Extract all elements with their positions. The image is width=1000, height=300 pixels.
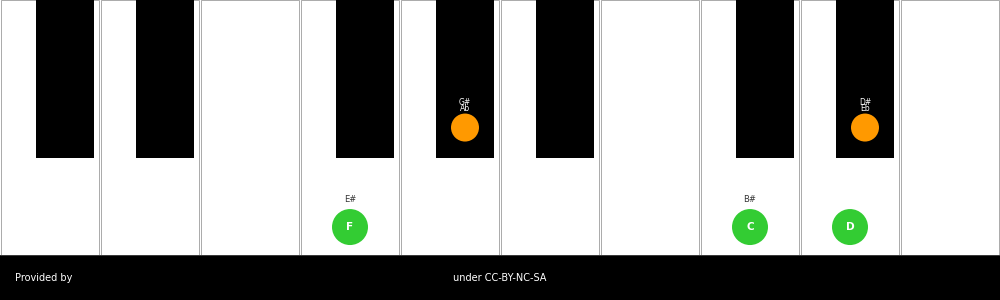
Bar xyxy=(0,0,1000,255)
Bar xyxy=(1,0,99,255)
Bar xyxy=(301,0,399,255)
Bar xyxy=(901,0,999,255)
Text: D#: D# xyxy=(859,98,871,107)
Ellipse shape xyxy=(332,209,368,245)
Text: B#: B# xyxy=(744,195,756,204)
Bar xyxy=(801,0,899,255)
Text: E#: E# xyxy=(344,195,356,204)
Ellipse shape xyxy=(732,209,768,245)
Ellipse shape xyxy=(832,209,868,245)
Text: D: D xyxy=(846,222,854,232)
Text: Eb: Eb xyxy=(860,104,870,113)
Bar xyxy=(601,0,699,255)
Bar xyxy=(136,0,194,158)
Bar xyxy=(101,0,199,255)
Text: G#: G# xyxy=(459,98,471,107)
Bar xyxy=(501,0,599,255)
Bar xyxy=(536,0,594,158)
Ellipse shape xyxy=(851,114,879,142)
Ellipse shape xyxy=(451,114,479,142)
Bar xyxy=(736,0,794,158)
Bar xyxy=(0,255,1000,300)
Text: Ab: Ab xyxy=(460,104,470,113)
Text: C: C xyxy=(746,222,754,232)
Text: under CC-BY-NC-SA: under CC-BY-NC-SA xyxy=(453,273,547,283)
Text: Provided by: Provided by xyxy=(15,273,72,283)
Text: F: F xyxy=(346,222,354,232)
Bar xyxy=(401,0,499,255)
Bar xyxy=(336,0,394,158)
Bar xyxy=(836,0,894,158)
Bar xyxy=(436,0,494,158)
Bar xyxy=(36,0,94,158)
Bar xyxy=(201,0,299,255)
Bar xyxy=(701,0,799,255)
